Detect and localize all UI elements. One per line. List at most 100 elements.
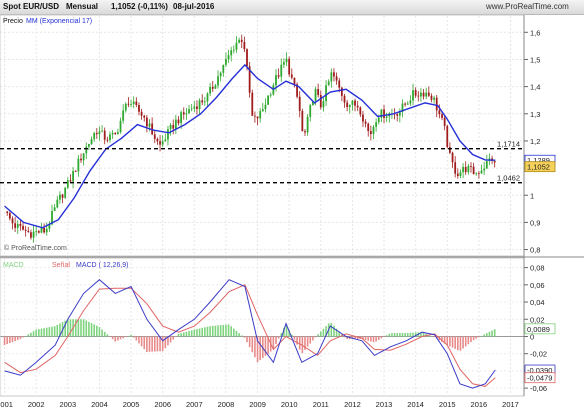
histogram-bar bbox=[462, 336, 464, 349]
macd-legend: MACD Señal MACD ( 12,26,9) bbox=[3, 262, 129, 269]
histogram-bar bbox=[243, 336, 246, 338]
histogram-bar bbox=[291, 334, 293, 337]
candle-body bbox=[380, 109, 383, 118]
candle-body bbox=[198, 100, 201, 110]
candle-body bbox=[296, 84, 298, 97]
candle-body bbox=[441, 114, 443, 118]
candle-body bbox=[475, 173, 478, 175]
candle-body bbox=[124, 103, 127, 111]
histogram-bar bbox=[362, 336, 364, 340]
candle-body bbox=[45, 228, 48, 233]
histogram-bar bbox=[193, 329, 196, 337]
histogram-bar bbox=[256, 336, 259, 363]
candle-body bbox=[225, 58, 227, 65]
price-tag-label: 0,0089 bbox=[527, 325, 550, 334]
histogram-bar bbox=[16, 336, 19, 341]
histogram-bar bbox=[156, 336, 159, 352]
candle-body bbox=[116, 132, 119, 135]
histogram-bar bbox=[370, 336, 372, 342]
histogram-bar bbox=[383, 336, 385, 337]
histogram-bar bbox=[412, 332, 414, 337]
histogram-bar bbox=[117, 336, 119, 341]
histogram-bar bbox=[233, 328, 235, 337]
candle-body bbox=[240, 39, 243, 42]
candle-body bbox=[470, 166, 472, 167]
histogram-bar bbox=[93, 324, 95, 337]
histogram-bar bbox=[27, 334, 30, 337]
candle-body bbox=[385, 116, 388, 118]
x-tick-label: 2008 bbox=[218, 400, 235, 409]
level-label: 1,0462 bbox=[497, 174, 520, 183]
histogram-bar bbox=[227, 324, 230, 337]
histogram-bar bbox=[198, 328, 201, 337]
histogram-bar bbox=[204, 327, 206, 337]
candle-body bbox=[277, 75, 280, 77]
price-tag-label: -0,0390 bbox=[527, 366, 552, 375]
candle-body bbox=[101, 130, 103, 132]
candle-body bbox=[16, 223, 19, 228]
histogram-bar bbox=[277, 336, 280, 339]
candle-body bbox=[156, 138, 159, 142]
y-tick-label: 0,08 bbox=[530, 264, 545, 273]
y-tick-label: 0 bbox=[530, 332, 534, 341]
candle-body bbox=[66, 180, 69, 188]
histogram-bar bbox=[428, 334, 430, 337]
candle-body bbox=[219, 72, 222, 77]
legend-ma: MM (Exponencial 17) bbox=[26, 18, 92, 25]
candle-body bbox=[401, 103, 404, 113]
histogram-bar bbox=[45, 327, 48, 337]
histogram-bar bbox=[164, 336, 167, 349]
histogram-bar bbox=[217, 325, 219, 337]
candle-body bbox=[372, 126, 375, 134]
histogram-bar bbox=[454, 336, 456, 349]
candle-body bbox=[404, 103, 407, 105]
candle-body bbox=[48, 224, 51, 229]
candle-body bbox=[319, 95, 322, 108]
histogram-bar bbox=[317, 334, 319, 337]
y-tick-label: 0,04 bbox=[530, 298, 545, 307]
histogram-bar bbox=[364, 336, 367, 341]
candle-body bbox=[446, 125, 449, 148]
candle-body bbox=[301, 110, 304, 132]
candle-body bbox=[298, 96, 301, 111]
candle-body bbox=[80, 158, 82, 161]
histogram-bar bbox=[11, 336, 14, 343]
candle-body bbox=[282, 62, 285, 65]
histogram-bar bbox=[333, 325, 335, 337]
histogram-bar bbox=[396, 333, 399, 337]
candle-body bbox=[127, 103, 130, 105]
histogram-bar bbox=[82, 319, 85, 337]
histogram-bar bbox=[85, 320, 88, 337]
histogram-bar bbox=[111, 336, 114, 340]
histogram-bar bbox=[254, 336, 256, 358]
candle-body bbox=[340, 87, 343, 96]
candle-body bbox=[311, 101, 314, 106]
histogram-bar bbox=[161, 336, 164, 352]
candle-body bbox=[211, 86, 214, 89]
candle-body bbox=[14, 223, 17, 228]
histogram-bar bbox=[246, 336, 248, 343]
candle-body bbox=[203, 101, 206, 103]
histogram-bar bbox=[272, 336, 275, 350]
candle-body bbox=[290, 74, 293, 78]
candle-body bbox=[362, 114, 364, 122]
histogram-bar bbox=[127, 335, 130, 337]
histogram-bar bbox=[377, 336, 380, 340]
x-tick-label: 2014 bbox=[407, 400, 424, 409]
macd-lines bbox=[4, 279, 496, 389]
histogram-bar bbox=[343, 336, 346, 338]
candle-body bbox=[425, 92, 428, 97]
histogram-bar bbox=[40, 328, 43, 337]
histogram-bar bbox=[404, 333, 406, 337]
histogram-bar bbox=[430, 336, 433, 337]
histogram-bar bbox=[109, 336, 111, 337]
histogram-bar bbox=[167, 336, 169, 346]
candle-body bbox=[235, 42, 238, 50]
candle-body bbox=[304, 131, 306, 133]
histogram-bar bbox=[214, 325, 217, 337]
candle-body bbox=[420, 92, 422, 97]
candle-body bbox=[53, 207, 56, 211]
